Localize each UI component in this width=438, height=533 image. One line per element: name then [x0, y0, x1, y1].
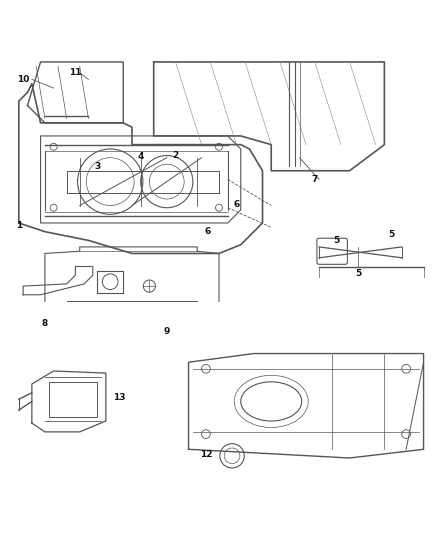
- Text: 1: 1: [16, 221, 22, 230]
- Text: 6: 6: [233, 200, 240, 209]
- Text: 2: 2: [172, 151, 179, 160]
- Text: 5: 5: [333, 236, 339, 245]
- Text: 7: 7: [311, 175, 318, 184]
- Text: 6: 6: [205, 227, 211, 236]
- Text: 13: 13: [113, 393, 125, 401]
- Text: 11: 11: [69, 68, 81, 77]
- Text: 4: 4: [138, 152, 144, 161]
- Text: 8: 8: [42, 319, 48, 328]
- Text: 3: 3: [94, 162, 100, 171]
- Text: 10: 10: [17, 75, 29, 84]
- Text: 9: 9: [163, 327, 170, 336]
- Bar: [49, 382, 97, 417]
- Text: 5: 5: [355, 269, 361, 278]
- Text: 5: 5: [388, 230, 394, 239]
- Text: 12: 12: [200, 450, 212, 459]
